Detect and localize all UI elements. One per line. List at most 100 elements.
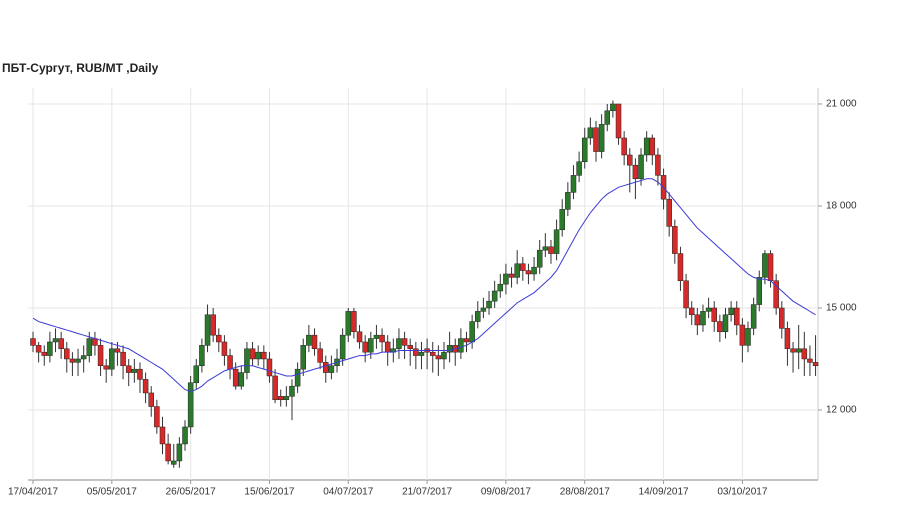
candle-body	[210, 314, 216, 336]
candle-body	[441, 351, 447, 360]
y-tick-label: 12 000	[826, 405, 857, 416]
candle-body	[745, 328, 751, 346]
candle-body	[632, 164, 639, 180]
candle-body	[429, 351, 436, 356]
candle-body	[683, 280, 689, 309]
x-tick-label: 04/07/2017	[323, 487, 373, 498]
candle-body	[491, 290, 498, 302]
candle-body	[193, 365, 200, 384]
candle-body	[784, 328, 791, 350]
candle-body	[722, 314, 729, 333]
candle-body	[807, 358, 813, 363]
candle-body	[475, 311, 481, 322]
candle-body	[458, 338, 464, 353]
candle-body	[497, 283, 504, 292]
candle-body	[677, 253, 684, 282]
candle-body	[227, 355, 233, 370]
candle-body	[362, 341, 368, 353]
candle-body	[767, 253, 774, 282]
candle-body	[666, 198, 672, 227]
candle-body	[80, 355, 87, 360]
candle-body	[311, 334, 318, 350]
candle-body	[204, 314, 211, 346]
candle-body	[306, 334, 312, 346]
x-tick-label: 09/08/2017	[481, 487, 531, 498]
candle-body	[328, 365, 335, 373]
y-tick-label: 18 000	[826, 201, 857, 212]
candle-body	[187, 382, 194, 428]
candle-body	[643, 137, 650, 156]
candle-body	[581, 137, 588, 163]
candle-body	[407, 345, 413, 350]
candle-body	[356, 331, 363, 343]
candle-body	[86, 338, 93, 356]
candle-body	[182, 426, 188, 445]
candle-body	[41, 351, 48, 356]
candle-body	[47, 341, 53, 356]
candle-body	[323, 362, 329, 373]
candle-body	[520, 263, 526, 271]
candle-body	[339, 334, 346, 360]
candle-body	[638, 154, 644, 180]
candle-body	[508, 273, 515, 278]
candle-body	[536, 249, 543, 268]
candle-body	[598, 124, 605, 152]
candle-body	[97, 345, 104, 367]
candle-body	[717, 321, 723, 333]
chart-title: ПБТ-Сургут, RUB/MT ,Daily	[2, 61, 159, 75]
candle-body	[35, 345, 42, 353]
candle-body	[148, 392, 154, 407]
candle-body	[75, 358, 81, 363]
candle-body	[486, 300, 492, 309]
candle-body	[244, 348, 250, 373]
candle-body	[553, 229, 560, 254]
x-tick-label: 15/06/2017	[244, 487, 294, 498]
candle-body	[593, 127, 599, 152]
x-tick-label: 14/09/2017	[639, 487, 689, 498]
candle-body	[58, 338, 64, 350]
candle-body	[266, 358, 273, 377]
candle-body	[801, 348, 808, 360]
candle-body	[762, 253, 768, 278]
candle-body	[64, 348, 70, 360]
candle-body	[379, 334, 385, 343]
candle-body	[137, 368, 143, 380]
candle-body	[199, 345, 205, 367]
candle-body	[165, 443, 171, 462]
candle-body	[480, 307, 487, 312]
candle-body	[565, 192, 571, 210]
candle-body	[109, 348, 115, 370]
x-tick-label: 17/04/2017	[8, 487, 58, 498]
candle-body	[627, 154, 633, 166]
candle-body	[779, 307, 785, 329]
candle-body	[396, 338, 402, 350]
candle-body	[655, 154, 661, 176]
candle-body	[604, 110, 611, 125]
candle-body	[610, 103, 616, 112]
candle-body	[570, 175, 577, 193]
x-tick-label: 28/08/2017	[560, 487, 610, 498]
candle-body	[368, 338, 374, 353]
candle-body	[232, 368, 239, 387]
candle-body	[159, 426, 166, 445]
candle-body	[531, 266, 537, 275]
candle-body	[463, 338, 470, 343]
candle-body	[734, 307, 740, 326]
candle-body	[750, 304, 757, 329]
candle-body	[69, 358, 76, 363]
candle-body	[688, 307, 695, 316]
candle-body	[739, 324, 746, 346]
candle-body	[700, 311, 706, 326]
candle-body	[694, 314, 701, 326]
candle-body	[548, 246, 554, 254]
y-tick-label: 21 000	[826, 99, 857, 110]
candle-body	[756, 277, 763, 305]
candle-body	[812, 362, 819, 367]
x-tick-label: 26/05/2017	[166, 487, 216, 498]
candle-body	[525, 270, 532, 275]
candle-body	[384, 341, 391, 353]
x-tick-label: 21/07/2017	[402, 487, 452, 498]
candle-body	[171, 460, 177, 465]
candle-body	[277, 396, 284, 401]
